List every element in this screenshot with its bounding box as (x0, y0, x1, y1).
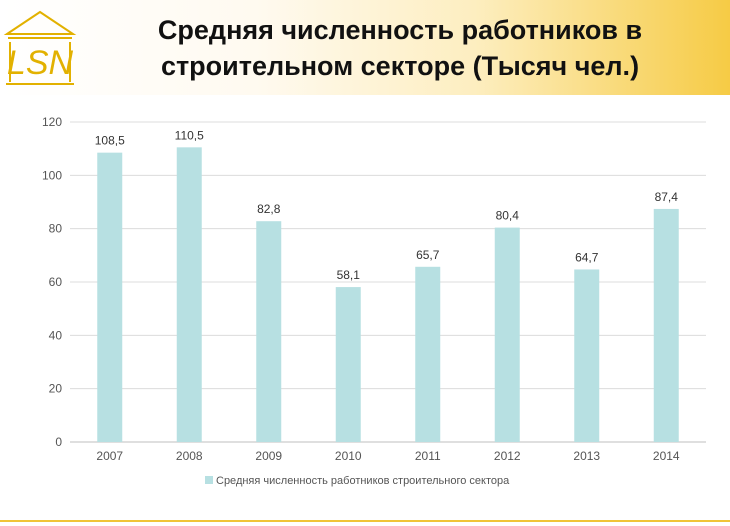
title-line-2: строительном секторе (Тысяч чел.) (160, 51, 640, 81)
data-label: 64,7 (575, 250, 599, 264)
x-tick-label: 2010 (335, 449, 362, 463)
bar (176, 147, 202, 443)
x-tick-label: 2007 (96, 449, 123, 463)
bar (256, 221, 282, 442)
x-tick-label: 2011 (415, 449, 441, 463)
legend-swatch (205, 476, 213, 484)
y-tick-label: 0 (55, 435, 62, 449)
data-label: 80,4 (496, 209, 520, 223)
x-tick-label: 2013 (573, 449, 600, 463)
bar (494, 227, 520, 442)
x-tick-label: 2008 (176, 449, 203, 463)
page-title: Средняя численность работников в строите… (100, 12, 700, 84)
x-tick-label: 2009 (255, 449, 282, 463)
title-line-1: Средняя численность работников в (157, 15, 643, 45)
y-tick-label: 80 (49, 222, 63, 236)
data-label: 58,1 (337, 268, 361, 282)
lsn-logo: LSN (3, 10, 77, 85)
bar (97, 152, 123, 442)
data-label: 110,5 (175, 128, 204, 142)
bar-chart: 0 20 40 60 80 100 120 108,5 2007 110,5 2008 82,8 200… (42, 115, 706, 487)
bar (335, 287, 361, 442)
data-label: 108,5 (95, 134, 125, 148)
bar (653, 208, 679, 442)
chart-area: 0 20 40 60 80 100 120 108,5 2007 110,5 2008 82,8 200… (0, 95, 730, 526)
legend-label: Средняя численность работников строитель… (216, 475, 510, 487)
y-tick-label: 100 (42, 168, 62, 182)
x-tick-label: 2012 (494, 449, 521, 463)
y-tick-label: 40 (49, 328, 63, 342)
data-label: 87,4 (655, 190, 679, 204)
bar (415, 266, 441, 442)
header-banner: LSN Средняя численность работников в стр… (0, 0, 730, 95)
data-label: 65,7 (416, 248, 440, 262)
bar (574, 269, 600, 442)
y-tick-label: 60 (49, 275, 63, 289)
x-tick-label: 2014 (653, 449, 680, 463)
y-tick-label: 120 (42, 115, 62, 129)
svg-text:LSN: LSN (7, 44, 74, 82)
y-tick-label: 20 (49, 382, 63, 396)
bottom-accent-line (0, 520, 730, 522)
data-label: 82,8 (257, 202, 281, 216)
